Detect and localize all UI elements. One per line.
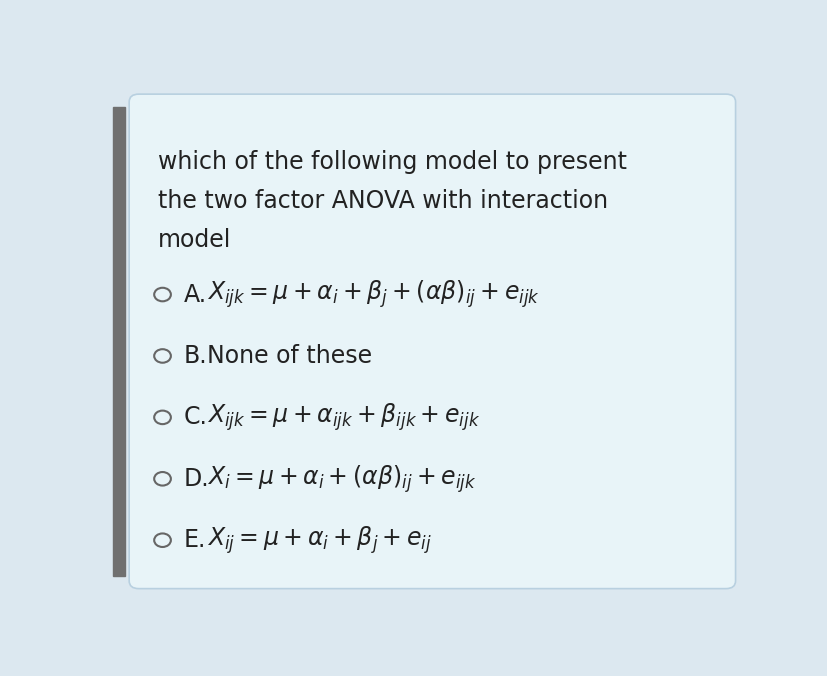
- Text: C.: C.: [184, 406, 208, 429]
- Text: $X_{ij}=\mu+\alpha_i+\beta_j+e_{ij}$: $X_{ij}=\mu+\alpha_i+\beta_j+e_{ij}$: [208, 525, 432, 556]
- Text: E.: E.: [184, 528, 206, 552]
- Text: $X_{ijk}=\mu+\alpha_i+\beta_j+(\alpha\beta)_{ij}+e_{ijk}$: $X_{ijk}=\mu+\alpha_i+\beta_j+(\alpha\be…: [208, 279, 540, 310]
- Text: $\mathit{}$: $\mathit{}$: [208, 406, 209, 429]
- Bar: [113, 107, 125, 576]
- Text: D.: D.: [184, 467, 209, 491]
- Text: B.: B.: [184, 344, 207, 368]
- Text: None of these: None of these: [208, 344, 372, 368]
- Text: A.: A.: [184, 283, 207, 306]
- Text: $\mathit{}$: $\mathit{}$: [208, 283, 209, 306]
- Text: $\mathit{}$: $\mathit{}$: [208, 528, 209, 552]
- Text: model: model: [158, 228, 231, 252]
- FancyBboxPatch shape: [129, 94, 734, 589]
- Text: $X_{ijk}=\mu+\alpha_{ijk}+\beta_{ijk}+e_{ijk}$: $X_{ijk}=\mu+\alpha_{ijk}+\beta_{ijk}+e_…: [208, 402, 480, 433]
- Text: the two factor ANOVA with interaction: the two factor ANOVA with interaction: [158, 189, 608, 213]
- Text: $\mathit{}$: $\mathit{}$: [208, 467, 209, 491]
- Text: $X_i=\mu+\alpha_i+(\alpha\beta)_{ij}+e_{ijk}$: $X_i=\mu+\alpha_i+(\alpha\beta)_{ij}+e_{…: [208, 463, 476, 495]
- Text: which of the following model to present: which of the following model to present: [158, 150, 626, 174]
